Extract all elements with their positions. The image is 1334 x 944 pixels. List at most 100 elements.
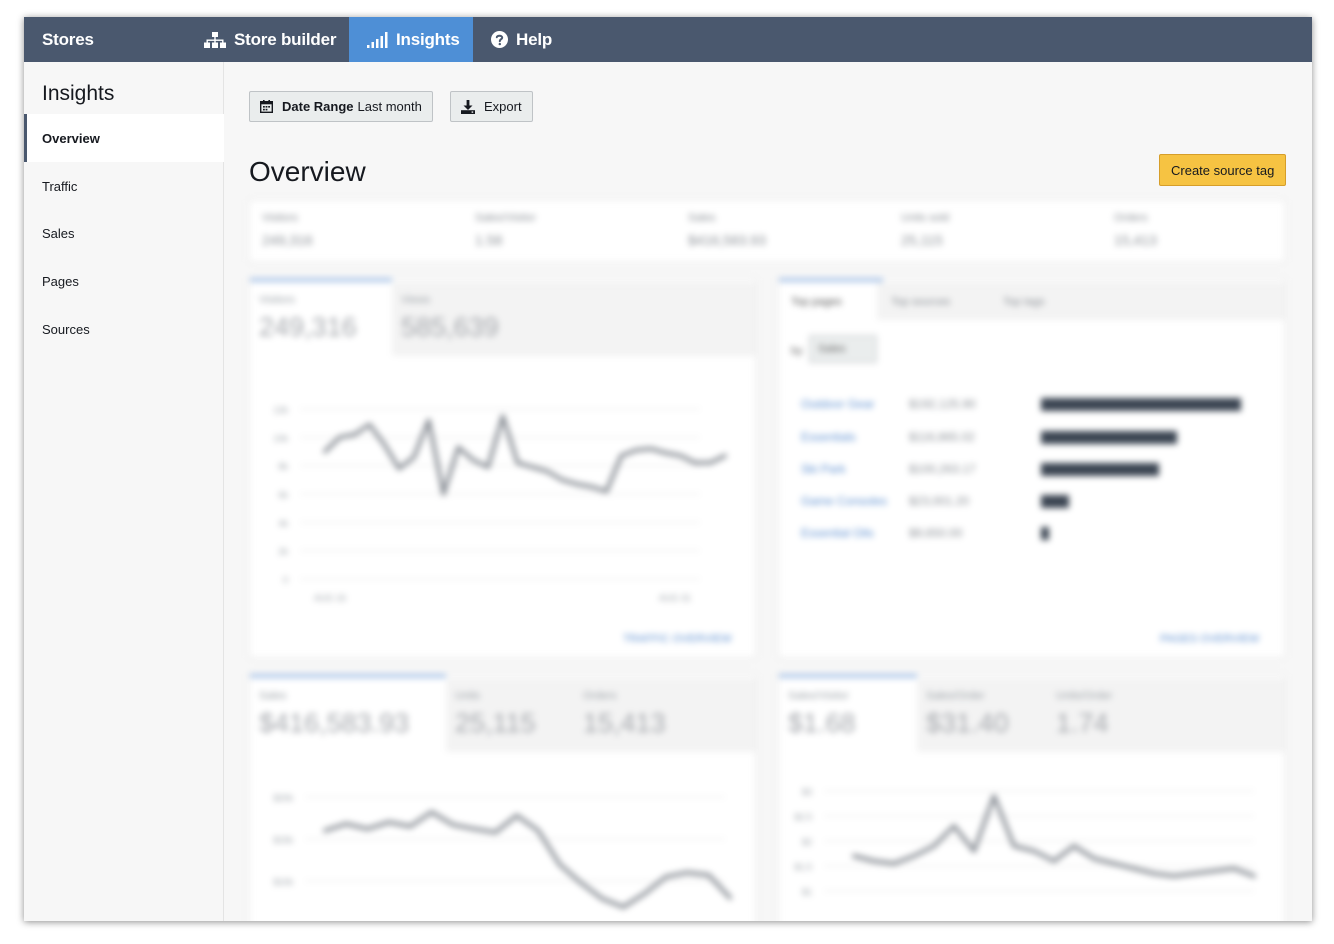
nav-store-builder[interactable]: Store builder — [204, 17, 336, 62]
traffic-card: Visitors 249,316 Views 585,639 12k 10k 8k 6… — [249, 278, 756, 658]
by-label: by — [791, 345, 803, 357]
nav-insights[interactable]: Insights — [349, 17, 473, 62]
metric-tab-sales[interactable]: Sales $416,583.93 — [250, 678, 446, 752]
rank-value: $192,125.90 — [909, 397, 976, 411]
summary-orders: Orders 15,413 — [1114, 212, 1157, 248]
download-icon — [461, 99, 475, 114]
summary-label: Visitors — [262, 212, 298, 224]
tab-top-tags[interactable]: Top tags — [1003, 296, 1045, 308]
summary-value: $416,583.93 — [688, 232, 766, 248]
sitemap-icon — [204, 31, 226, 48]
metric-value: $1.68 — [788, 708, 856, 738]
x-tick-label: AUG 31 — [659, 593, 691, 603]
nav-stores-label: Stores — [42, 29, 94, 49]
summary-label: Sales/Visitor — [475, 212, 536, 224]
sidebar-item-overview[interactable]: Overview — [24, 114, 224, 162]
metric-value: $31.40 — [926, 708, 1009, 738]
sidebar-item-sources[interactable]: Sources — [24, 305, 224, 353]
metric-value: 249,316 — [259, 312, 357, 342]
summary-value: 1.58 — [475, 232, 503, 248]
summary-sales-per-visitor: Sales/Visitor 1.58 — [475, 212, 536, 248]
y-tick-label: 6k — [278, 490, 288, 500]
metric-tab-sales-per-visitor[interactable]: Sales/Visitor $1.68 — [779, 678, 917, 752]
summary-units-sold: Units sold 25,115 — [901, 212, 949, 248]
sidebar-item-pages[interactable]: Pages — [24, 257, 224, 305]
rank-value: $9,650.00 — [909, 526, 963, 540]
y-tick-label: 0 — [283, 575, 288, 585]
nav-stores[interactable]: Stores — [42, 17, 94, 62]
metric-label: Units/Order — [1056, 690, 1113, 702]
rank-bar — [1041, 463, 1159, 476]
metric-label: Sales/Order — [926, 690, 985, 702]
question-circle-icon — [491, 31, 508, 48]
app-window: Stores Store builder — [24, 17, 1312, 921]
top-pages-card: Top pages Top sources Top tags by Sales … — [778, 278, 1285, 658]
nav-help[interactable]: Help — [491, 17, 552, 62]
metric-label: Sales/Visitor — [788, 690, 849, 702]
y-tick-label: $2 — [802, 837, 812, 847]
metric-tab-units-per-order[interactable]: Units/Order 1.74 — [1047, 678, 1284, 752]
summary-value: 15,413 — [1114, 232, 1157, 248]
series-line — [323, 810, 732, 909]
create-source-tag-button[interactable]: Create source tag — [1159, 154, 1287, 186]
summary-label: Units sold — [901, 212, 950, 224]
metric-value: $416,583.93 — [259, 708, 410, 738]
top-navigation: Stores Store builder — [24, 17, 1312, 62]
traffic-overview-link[interactable]: TRAFFIC OVERVIEW — [623, 633, 732, 645]
pages-overview-link[interactable]: PAGES OVERVIEW — [1160, 633, 1260, 645]
tab-top-sources[interactable]: Top sources — [891, 296, 951, 308]
y-tick-label: $10k — [273, 877, 293, 887]
calendar-icon — [260, 100, 273, 113]
card-accent — [250, 278, 392, 282]
sales-per-visitor-line-chart: $3 $2.5 $2 $1.5 $1 — [794, 787, 1256, 897]
metric-tab-sales-per-order[interactable]: Sales/Order $31.40 — [917, 678, 1047, 752]
sidebar-item-label: Sources — [42, 321, 90, 337]
y-tick-label: 2k — [278, 547, 288, 557]
export-button[interactable]: Export — [450, 91, 533, 122]
metric-tab-visitors[interactable]: Visitors 249,316 — [250, 282, 392, 356]
export-label: Export — [484, 99, 522, 114]
card-accent — [779, 278, 883, 282]
signal-bars-icon — [367, 31, 388, 48]
sidebar-item-sales[interactable]: Sales — [24, 209, 224, 257]
rank-name[interactable]: Outdoor Gear — [801, 397, 875, 411]
y-tick-label: 10k — [273, 433, 288, 443]
x-tick-label: AUG 16 — [314, 593, 346, 603]
metric-label: Units — [455, 690, 481, 702]
metric-value: 585,639 — [401, 312, 499, 342]
card-accent — [250, 674, 446, 678]
rank-name[interactable]: Game Consoles — [801, 494, 888, 508]
ratios-card: Sales/Visitor $1.68 Sales/Order $31.40 U… — [778, 674, 1285, 921]
sort-by-select[interactable]: Sales — [809, 335, 877, 363]
summary-value: 25,115 — [901, 232, 943, 248]
rank-bar — [1041, 527, 1049, 540]
y-tick-label: $2.5 — [794, 812, 812, 822]
sidebar-item-label: Traffic — [42, 178, 78, 194]
y-tick-label: 8k — [278, 462, 288, 472]
rank-name[interactable]: Essentials — [801, 430, 856, 444]
metric-tab-units[interactable]: Units 25,115 — [446, 678, 574, 752]
y-tick-label: $20k — [273, 793, 293, 803]
card-accent — [779, 674, 917, 678]
rank-name[interactable]: Ski Park — [801, 462, 846, 476]
date-range-button[interactable]: Date Range Last month — [249, 91, 433, 122]
nav-store-builder-label: Store builder — [234, 29, 337, 49]
date-range-label: Date Range — [282, 99, 354, 114]
metric-tab-orders[interactable]: Orders 15,413 — [574, 678, 755, 752]
visitors-line-chart: 12k 10k 8k 6k 4k 2k 0 AUG 16 AUG 31 — [273, 405, 727, 603]
metric-label: Sales — [259, 690, 287, 702]
sidebar-title: Insights — [42, 82, 115, 105]
y-tick-label: $1.5 — [794, 862, 812, 872]
y-tick-label: $1 — [802, 887, 812, 897]
nav-help-label: Help — [516, 29, 553, 49]
metric-tab-views[interactable]: Views 585,639 — [392, 282, 755, 356]
metric-label: Visitors — [259, 294, 295, 306]
metric-label: Orders — [583, 690, 617, 702]
summary-visitors: Visitors 249,316 — [262, 212, 313, 248]
metric-value: 15,413 — [583, 708, 666, 738]
tab-top-pages[interactable]: Top pages — [779, 282, 877, 320]
sidebar-item-traffic[interactable]: Traffic — [24, 162, 224, 210]
rank-name[interactable]: Essential Oils — [801, 526, 874, 540]
sales-line-chart: $20k $15k $10k — [273, 793, 732, 909]
metric-label: Views — [401, 294, 431, 306]
